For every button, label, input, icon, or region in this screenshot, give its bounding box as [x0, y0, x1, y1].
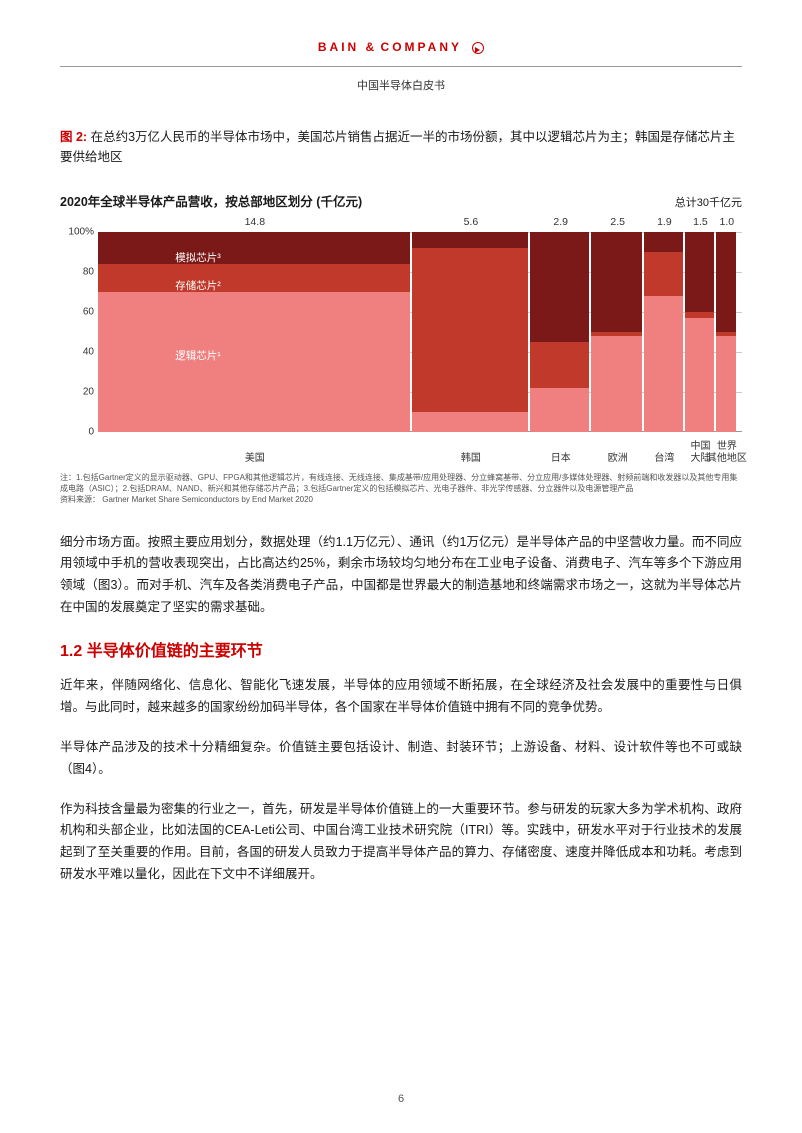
y-tick-label: 60 [60, 307, 94, 318]
bar-segment-memory [98, 264, 410, 292]
page-number: 6 [0, 1093, 802, 1105]
bar-segment-memory [412, 248, 529, 412]
y-tick-label: 100% [60, 227, 94, 238]
x-tick-label: 韩国 [461, 453, 481, 465]
segment-label-memory: 存储芯片² [175, 278, 221, 293]
value-label: 14.8 [245, 216, 265, 228]
bar-column [98, 232, 410, 432]
paragraph-3: 半导体产品涉及的技术十分精细复杂。价值链主要包括设计、制造、封装环节；上游设备、… [60, 737, 742, 781]
segment-label-logic: 逻辑芯片¹ [175, 348, 221, 363]
chart-title-row: 2020年全球半导体产品营收，按总部地区划分 (千亿元) 总计30千亿元 [60, 191, 742, 210]
section-heading-1-2: 1.2 半导体价值链的主要环节 [60, 637, 742, 661]
chart-title: 2020年全球半导体产品营收，按总部地区划分 (千亿元) [60, 191, 362, 210]
y-tick-label: 20 [60, 387, 94, 398]
bar-column [644, 232, 683, 432]
bar-segment-analog [591, 232, 642, 332]
bar-column [685, 232, 715, 432]
value-label: 2.9 [553, 216, 568, 228]
x-tick-label: 日本 [551, 453, 571, 465]
footnote-text: 注：1.包括Gartner定义的显示驱动器、GPU、FPGA和其他逻辑芯片，有线… [60, 472, 742, 494]
paragraph-4: 作为科技含量最为密集的行业之一，首先，研发是半导体价值链上的一大重要环节。参与研… [60, 799, 742, 887]
bar-segment-logic [685, 318, 715, 432]
bar-segment-logic [412, 412, 529, 432]
bar-segment-analog [644, 232, 683, 252]
x-tick-label: 台湾 [654, 453, 674, 465]
logo-text: BAIN & COMPANY [318, 40, 462, 54]
x-tick-label: 世界其他地区 [707, 441, 747, 464]
bar-column [412, 232, 529, 432]
y-tick-label: 80 [60, 267, 94, 278]
value-label: 1.9 [657, 216, 672, 228]
value-label: 2.5 [610, 216, 625, 228]
chart-total-label: 总计30千亿元 [675, 194, 742, 210]
chart-plot-area: 模拟芯片³ 存储芯片² 逻辑芯片¹ [98, 232, 742, 432]
bar-segment-analog [98, 232, 410, 264]
bar-column [591, 232, 642, 432]
segment-label-analog: 模拟芯片³ [175, 250, 221, 265]
bar-column [530, 232, 589, 432]
bar-segment-memory [644, 252, 683, 296]
bar-column [716, 232, 735, 432]
bar-segment-logic [644, 296, 683, 432]
footnote-source: 资料来源： Gartner Market Share Semiconductor… [60, 494, 742, 505]
header-divider [60, 66, 742, 67]
bar-segment-memory [530, 342, 589, 388]
y-tick-label: 0 [60, 427, 94, 438]
logo-compass-icon [472, 42, 484, 54]
bar-segment-analog [685, 232, 715, 312]
brand-logo: BAIN & COMPANY [60, 40, 742, 54]
paragraph-1: 细分市场方面。按照主要应用划分，数据处理（约1.1万亿元）、通讯（约1万亿元）是… [60, 532, 742, 620]
bar-segment-logic [98, 292, 410, 432]
figure-caption-text: 在总约3万亿人民币的半导体市场中，美国芯片销售占据近一半的市场份额，其中以逻辑芯… [60, 130, 735, 164]
chart-footnote: 注：1.包括Gartner定义的显示驱动器、GPU、FPGA和其他逻辑芯片，有线… [60, 472, 742, 506]
value-label: 5.6 [464, 216, 479, 228]
bar-segment-logic [716, 336, 735, 432]
marimekko-chart: 模拟芯片³ 存储芯片² 逻辑芯片¹ 0 20 40 60 80 100% 美国 韩国 日本 欧洲 台湾… [60, 214, 742, 464]
figure-caption: 图 2: 在总约3万亿人民币的半导体市场中，美国芯片销售占据近一半的市场份额，其… [60, 127, 742, 167]
x-tick-label: 美国 [245, 453, 265, 465]
document-title: 中国半导体白皮书 [60, 77, 742, 93]
value-label: 1.5 [693, 216, 708, 228]
figure-label: 图 2: [60, 130, 87, 144]
value-label: 1.0 [720, 216, 735, 228]
bar-segment-analog [716, 232, 735, 332]
bar-segment-analog [412, 232, 529, 248]
paragraph-2: 近年来，伴随网络化、信息化、智能化飞速发展，半导体的应用领域不断拓展，在全球经济… [60, 675, 742, 719]
x-tick-label: 欧洲 [608, 453, 628, 465]
bar-segment-analog [530, 232, 589, 342]
bar-segment-logic [591, 336, 642, 432]
y-tick-label: 40 [60, 347, 94, 358]
bar-segment-logic [530, 388, 589, 432]
